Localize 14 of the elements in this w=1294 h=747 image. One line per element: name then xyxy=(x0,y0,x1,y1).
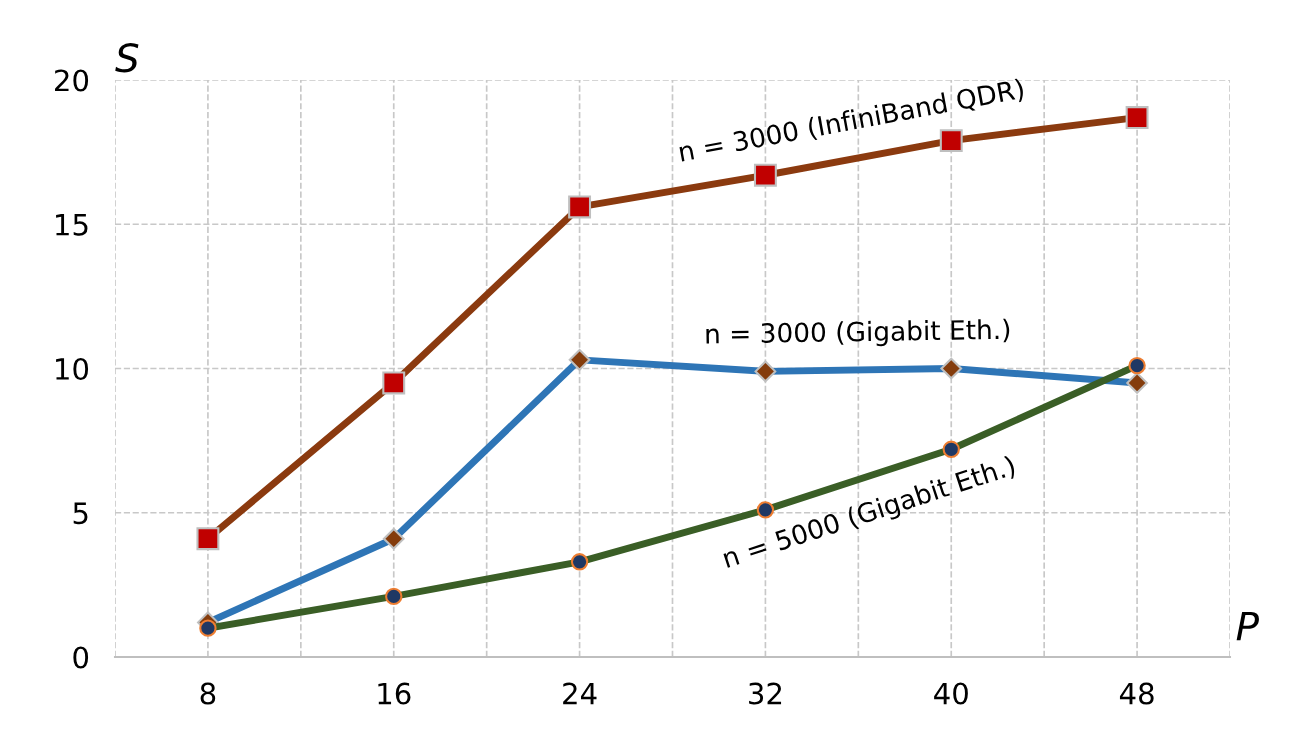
y-axis-title: S xyxy=(115,43,139,73)
x-tick-label: 8 xyxy=(200,682,216,705)
y-tick-label: 10 xyxy=(56,357,89,380)
y-tick-label: 5 xyxy=(73,502,88,525)
x-tick-label: 32 xyxy=(749,682,782,705)
x-tick-label: 24 xyxy=(563,682,597,705)
x-axis-title: P xyxy=(1236,611,1259,641)
x-tick-label: 40 xyxy=(934,682,968,705)
y-tick-label: 0 xyxy=(73,646,89,669)
series-label: n = 3000 (Gigabit Eth.) xyxy=(706,318,1010,349)
x-tick-label: 48 xyxy=(1119,682,1154,705)
y-tick-label: 20 xyxy=(55,69,89,92)
x-tick-label: 16 xyxy=(378,682,411,705)
y-tick-label: 15 xyxy=(56,214,88,236)
